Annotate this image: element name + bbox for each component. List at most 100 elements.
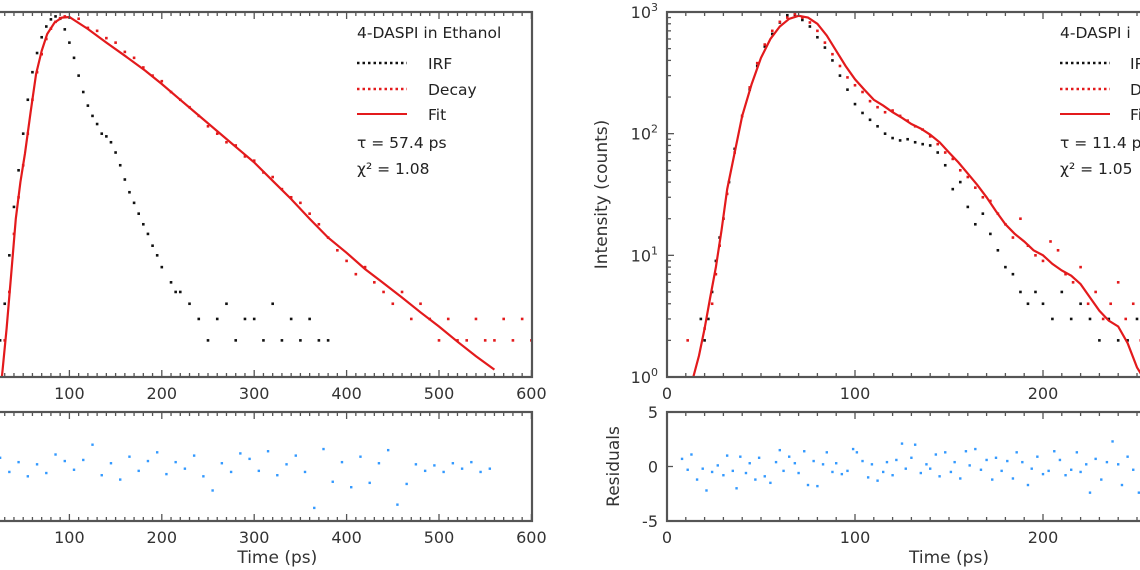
residual-point xyxy=(870,463,874,466)
irf-point xyxy=(1011,272,1015,276)
residual-point xyxy=(831,470,834,474)
decay-point xyxy=(243,155,247,158)
decay-point xyxy=(868,99,872,103)
residual-point xyxy=(137,469,140,473)
residual-point xyxy=(959,477,962,480)
residual-point xyxy=(855,451,859,454)
residual-point xyxy=(377,462,381,465)
irf-point xyxy=(808,25,812,28)
decay-point xyxy=(391,302,395,306)
residual-point xyxy=(350,486,353,489)
irf-point xyxy=(823,46,827,49)
residual-x-tick-label: 400 xyxy=(331,528,362,547)
residual-x-tick-label: 200 xyxy=(1028,528,1059,547)
decay-point xyxy=(714,272,718,276)
decay-point xyxy=(876,105,879,109)
decay-point xyxy=(1079,265,1082,269)
residual-point xyxy=(812,459,815,463)
irf-point xyxy=(225,302,228,306)
residual-x-tick-label: 500 xyxy=(424,528,455,547)
irf-point xyxy=(989,232,992,236)
decay-point xyxy=(299,201,302,205)
decay-point xyxy=(793,12,797,16)
irf-point xyxy=(868,118,872,122)
decay-point xyxy=(891,109,894,112)
decay-point xyxy=(686,339,689,342)
irf-point xyxy=(271,302,274,306)
irf-point xyxy=(114,151,117,154)
y-axis-label: Intensity (counts) xyxy=(592,120,612,269)
decay-point xyxy=(1116,281,1120,284)
residual-point xyxy=(386,448,390,452)
residual-point xyxy=(1053,450,1056,453)
residual-point xyxy=(294,454,297,457)
irf-point xyxy=(142,222,145,226)
decay-point xyxy=(838,64,842,68)
irf-point xyxy=(891,136,894,140)
decay-point xyxy=(493,339,496,342)
decay-point xyxy=(483,339,487,342)
decay-point xyxy=(936,142,940,146)
residual-point xyxy=(934,453,938,456)
decay-point xyxy=(446,317,450,321)
residual-point xyxy=(1041,472,1045,476)
irf-point xyxy=(317,339,321,342)
residual-point xyxy=(788,455,791,458)
irf-point xyxy=(31,70,34,74)
irf-point xyxy=(1079,302,1082,306)
irf-point xyxy=(45,25,48,28)
irf-point xyxy=(128,190,131,194)
residual-point xyxy=(45,471,48,475)
y-tick-label: 102 xyxy=(631,123,658,144)
residual-point xyxy=(885,460,889,464)
residual-point xyxy=(35,463,39,466)
residual-point xyxy=(8,470,11,474)
residual-point xyxy=(1000,469,1003,473)
irf-point xyxy=(1019,290,1022,294)
decay-point xyxy=(336,248,339,252)
residual-point xyxy=(866,476,870,479)
residual-point xyxy=(266,450,270,453)
irf-point xyxy=(49,18,53,21)
residual-point xyxy=(900,442,904,445)
legend: 4-DASPI i IRF Decay Fit τ = 11.4 ps χ² = 1.05 xyxy=(1060,24,1140,178)
residual-point xyxy=(211,489,214,492)
decay-point xyxy=(1071,281,1075,284)
irf-point xyxy=(262,339,265,342)
decay-point xyxy=(271,175,274,179)
residual-point xyxy=(1011,477,1015,480)
irf-point xyxy=(996,248,1000,252)
decay-point xyxy=(465,339,469,342)
residual-point xyxy=(994,456,998,459)
irf-point xyxy=(1041,302,1045,306)
irf-point xyxy=(86,104,90,107)
irf-point xyxy=(703,339,706,342)
residual-point xyxy=(155,451,159,454)
decay-point xyxy=(520,317,524,321)
legend: 4-DASPI in Ethanol IRF Decay Fit τ = 57.4 ps… xyxy=(357,24,501,178)
residual-point xyxy=(816,484,819,488)
irf-point xyxy=(77,74,80,77)
x-tick-label: 400 xyxy=(331,384,362,403)
decay-point xyxy=(160,79,164,83)
irf-point xyxy=(160,265,164,269)
residual-point xyxy=(1064,474,1067,477)
residual-point xyxy=(313,506,316,510)
residual-point xyxy=(944,451,947,454)
residual-point xyxy=(451,462,455,465)
irf-point xyxy=(913,140,917,144)
irf-point xyxy=(132,201,136,205)
irf-point xyxy=(12,205,16,209)
y-tick-label: 100 xyxy=(631,366,658,387)
residual-point xyxy=(91,443,94,446)
residual-point xyxy=(825,451,828,454)
residual-point xyxy=(119,478,122,481)
irf-point xyxy=(40,35,43,39)
residual-point xyxy=(1070,468,1073,471)
residual-point xyxy=(322,447,325,451)
decay-point xyxy=(105,36,108,40)
decay-point xyxy=(846,76,849,79)
irf-point xyxy=(21,132,25,135)
residual-point xyxy=(929,467,932,470)
residual-point xyxy=(1094,457,1097,461)
